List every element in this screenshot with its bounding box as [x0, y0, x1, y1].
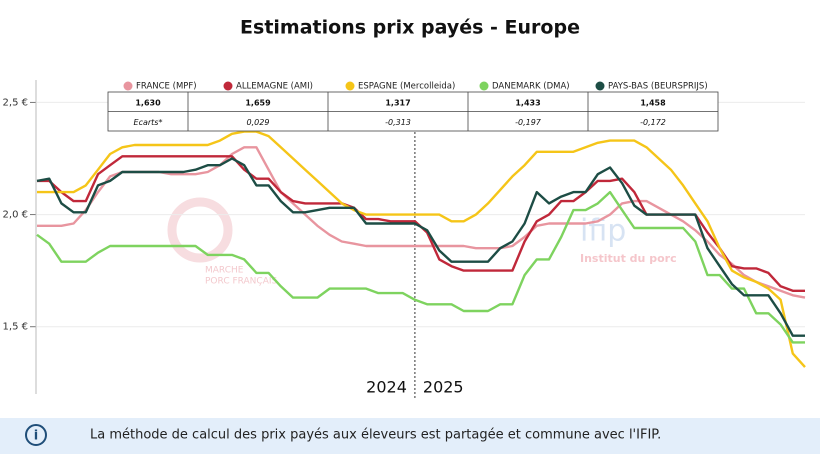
legend-marker	[123, 81, 133, 91]
table-cell: Ecarts*	[134, 118, 163, 127]
y-tick-label: 2,0 €	[3, 210, 28, 221]
year-label: 2025	[423, 378, 464, 397]
legend-label: PAYS-BAS (BEURSPRIJS)	[608, 82, 708, 92]
table-cell: -0,172	[640, 118, 666, 127]
info-icon	[25, 424, 47, 446]
series-line	[36, 157, 805, 337]
watermark: MARCHE	[205, 266, 244, 276]
series-line	[37, 130, 806, 368]
year-label: 2024	[366, 378, 407, 397]
series-line	[36, 190, 805, 344]
table-cell: 1,630	[135, 98, 161, 107]
y-tick-label: 2,5 €	[3, 97, 28, 108]
series-line	[37, 146, 806, 299]
table-cell: 1,433	[515, 98, 540, 107]
table-cell: 1,317	[385, 98, 410, 107]
table-cell: 0,029	[247, 118, 270, 127]
note: La méthode de calcul des prix payés aux …	[90, 428, 661, 443]
legend-label: DANEMARK (DMA)	[492, 82, 570, 92]
chart-title: Estimations prix payés - Europe	[240, 17, 580, 39]
table-cell: -0,197	[515, 118, 542, 127]
legend-marker	[479, 81, 489, 91]
legend-label: ALLEMAGNE (AMI)	[236, 82, 313, 92]
watermark: Institut du porc	[580, 252, 677, 265]
legend-marker	[595, 81, 605, 91]
info-icon-letter: i	[34, 429, 38, 444]
watermark: PORC FRANÇAIS	[205, 277, 278, 287]
table-cell: 1,659	[245, 98, 271, 107]
legend-marker	[223, 81, 233, 91]
watermark-logo	[167, 197, 233, 263]
y-tick-label: 1,5 €	[3, 322, 28, 333]
series-line	[37, 155, 805, 292]
legend-marker	[345, 81, 355, 91]
table-cell: -0,313	[385, 118, 411, 127]
legend-label: FRANCE (MPF)	[136, 82, 197, 92]
legend-label: ESPAGNE (Mercolleida)	[358, 82, 455, 92]
note-box	[0, 418, 820, 454]
table-cell: 1,458	[640, 98, 666, 107]
